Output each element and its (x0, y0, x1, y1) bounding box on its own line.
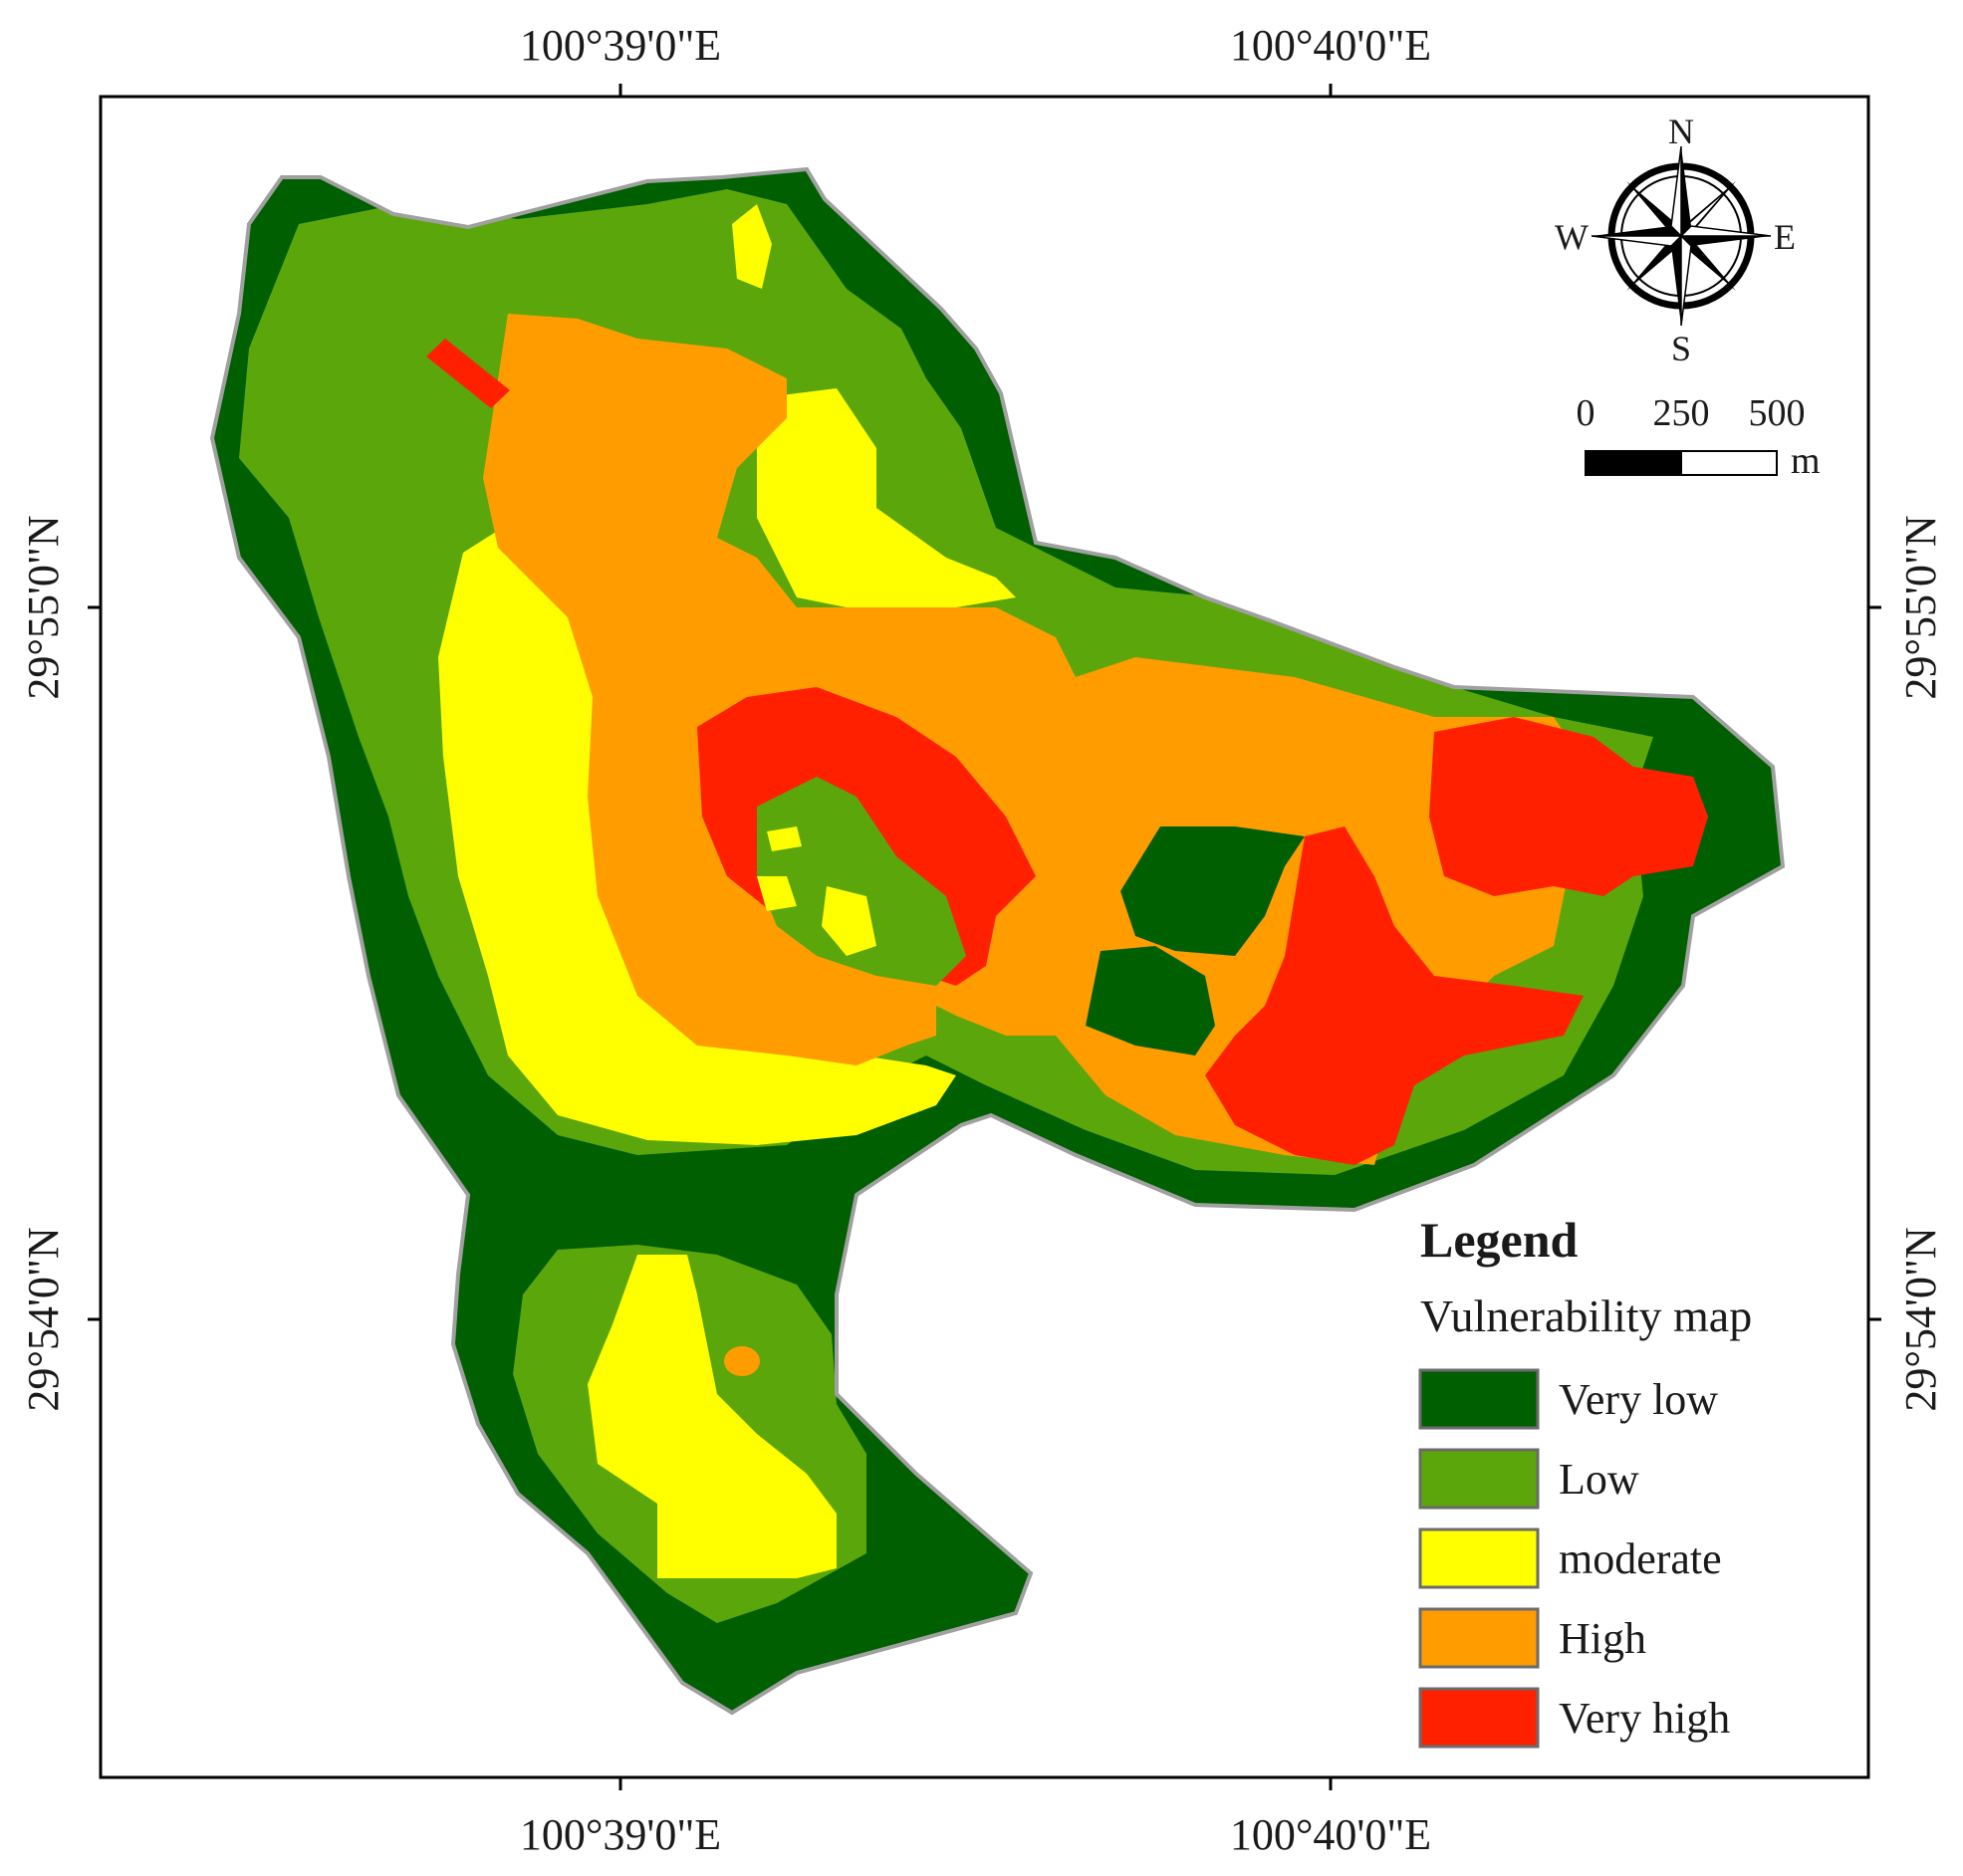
legend: Legend Vulnerability map Very low Low mode… (1418, 1212, 1752, 1749)
very-low-patch-1 (1120, 826, 1305, 956)
legend-label-high: High (1559, 1614, 1646, 1663)
legend-label-low: Low (1559, 1455, 1639, 1504)
top-longitude-label-1: 100°39'0"E (520, 21, 721, 70)
compass-south-label: S (1671, 329, 1691, 368)
compass-west-point-icon (1592, 226, 1681, 236)
compass-west-point-light-icon (1591, 235, 1683, 247)
legend-swatch-moderate (1418, 1527, 1540, 1589)
scale-bar: 0 250 500 m (1577, 392, 1821, 482)
legend-swatch-very-low (1418, 1368, 1540, 1430)
moderate-zone-north (757, 388, 1016, 617)
legend-swatch-high (1418, 1607, 1540, 1669)
legend-subtitle: Vulnerability map (1420, 1290, 1752, 1341)
compass-north-point-icon (1681, 146, 1691, 236)
left-latitude-label-1: 29°55'0"N (19, 515, 68, 699)
right-latitude-label-2: 29°54'0"N (1896, 1227, 1945, 1411)
very-high-zone-east (1429, 717, 1708, 896)
moderate-zone-small (732, 204, 772, 289)
legend-label-very-low: Very low (1559, 1375, 1718, 1424)
high-zone-spot (724, 1346, 760, 1376)
legend-swatch-very-high (1418, 1687, 1540, 1749)
graticule-ticks (88, 84, 1881, 1790)
north-arrow (1591, 145, 1772, 327)
scale-bar-tick-500: 500 (1749, 392, 1806, 434)
top-longitude-label-2: 100°40'0"E (1230, 21, 1431, 70)
right-latitude-label-1: 29°55'0"N (1896, 515, 1945, 699)
legend-label-very-high: Very high (1559, 1694, 1730, 1743)
moderate-zone-south (588, 1255, 837, 1578)
legend-title: Legend (1420, 1212, 1579, 1268)
very-high-zone-southeast (1205, 826, 1584, 1165)
scale-bar-black-segment (1585, 450, 1682, 476)
moderate-inner-spots (757, 826, 876, 956)
compass-north-label: N (1668, 112, 1694, 151)
scale-bar-unit: m (1791, 440, 1821, 482)
compass-south-point-icon (1671, 236, 1681, 326)
bottom-longitude-label-1: 100°39'0"E (520, 1810, 721, 1859)
left-latitude-label-2: 29°54'0"N (19, 1227, 68, 1411)
legend-swatch-low (1418, 1448, 1540, 1510)
compass-east-point-light-icon (1679, 225, 1772, 237)
low-zone-inner (757, 777, 966, 986)
very-high-zone-northwest (426, 339, 510, 408)
study-area-outline (209, 166, 1786, 1716)
compass-west-label: W (1555, 217, 1589, 257)
very-low-patch-2 (1086, 946, 1215, 1055)
compass-east-label: E (1774, 217, 1796, 257)
legend-label-moderate: moderate (1559, 1534, 1722, 1583)
legend-items: Very low Low moderate High Very high (1418, 1368, 1730, 1749)
scale-bar-tick-0: 0 (1577, 392, 1595, 434)
study-area (209, 166, 1786, 1716)
scale-bar-tick-250: 250 (1653, 392, 1710, 434)
moderate-zone-west (438, 518, 956, 1145)
scale-bar-white-segment (1680, 450, 1778, 476)
compass-east-point-icon (1681, 236, 1771, 246)
bottom-longitude-label-2: 100°40'0"E (1230, 1810, 1431, 1859)
